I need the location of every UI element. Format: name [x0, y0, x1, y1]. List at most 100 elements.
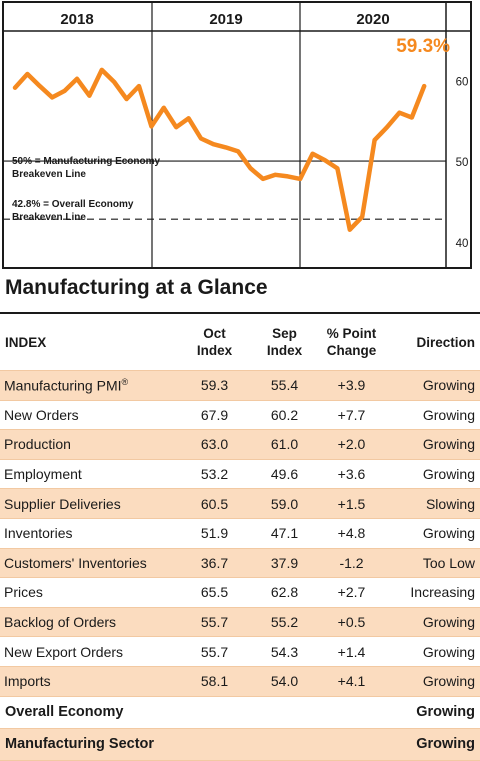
direction-value: Growing	[385, 607, 480, 637]
year-label: 2019	[209, 11, 242, 28]
reference-line-label: Breakeven Line	[12, 169, 86, 180]
summary-name: Manufacturing Sector	[0, 728, 385, 760]
point-change-value: +1.4	[318, 637, 385, 667]
index-name: Manufacturing PMI®	[0, 371, 178, 401]
point-change-value: +7.7	[318, 400, 385, 430]
oct-index-value: 36.7	[178, 548, 251, 578]
header-oct-line1: Oct	[203, 326, 226, 341]
registered-mark: ®	[122, 377, 129, 387]
index-name-text: Prices	[4, 584, 43, 600]
index-name-text: Inventories	[4, 525, 72, 541]
summary-name: Overall Economy	[0, 696, 385, 728]
index-name-text: Production	[4, 436, 71, 452]
direction-value: Too Low	[385, 548, 480, 578]
index-name: New Orders	[0, 400, 178, 430]
header-direction: Direction	[385, 313, 480, 371]
index-name: Employment	[0, 459, 178, 489]
oct-index-value: 55.7	[178, 607, 251, 637]
index-name: Imports	[0, 666, 178, 696]
sep-index-value: 62.8	[251, 578, 318, 608]
header-chg-line2: Change	[327, 343, 377, 358]
sep-index-value: 47.1	[251, 518, 318, 548]
index-name-text: Backlog of Orders	[4, 614, 116, 630]
direction-value: Growing	[385, 371, 480, 401]
point-change-value: +4.1	[318, 666, 385, 696]
summary-direction: Growing	[385, 728, 480, 760]
y-tick-label: 50	[456, 157, 469, 169]
table-header-row: INDEX Oct Index Sep Index % Point Change Di…	[0, 313, 480, 371]
direction-value: Increasing	[385, 578, 480, 608]
sep-index-value: 55.2	[251, 607, 318, 637]
index-name-text: Imports	[4, 673, 51, 689]
sep-index-value: 59.0	[251, 489, 318, 519]
index-name-text: New Export Orders	[4, 644, 123, 660]
index-name: Inventories	[0, 518, 178, 548]
header-index: INDEX	[0, 313, 178, 371]
point-change-value: +3.6	[318, 459, 385, 489]
oct-index-value: 65.5	[178, 578, 251, 608]
index-name-text: Employment	[4, 466, 82, 482]
point-change-value: +4.8	[318, 518, 385, 548]
sep-index-value: 54.0	[251, 666, 318, 696]
direction-value: Slowing	[385, 489, 480, 519]
point-change-value: +3.9	[318, 371, 385, 401]
y-tick-label: 60	[456, 76, 469, 88]
sep-index-value: 54.3	[251, 637, 318, 667]
sep-index-value: 49.6	[251, 459, 318, 489]
index-name: Production	[0, 430, 178, 460]
header-sep-index: Sep Index	[251, 313, 318, 371]
index-name-text: Manufacturing PMI	[4, 378, 122, 394]
header-point-change: % Point Change	[318, 313, 385, 371]
sep-index-value: 55.4	[251, 371, 318, 401]
direction-value: Growing	[385, 666, 480, 696]
reference-line-label: 50% = Manufacturing Economy	[12, 156, 161, 167]
direction-value: Growing	[385, 518, 480, 548]
index-name: Prices	[0, 578, 178, 608]
year-label: 2020	[356, 11, 389, 28]
summary-direction: Growing	[385, 696, 480, 728]
oct-index-value: 55.7	[178, 637, 251, 667]
latest-value-label: 59.3%	[396, 36, 450, 57]
header-sep-line1: Sep	[272, 326, 297, 341]
header-oct-line2: Index	[197, 343, 232, 358]
pmi-line-chart: 2018 2019 2020 40 50 60 50% = Manufacturing Ec…	[0, 0, 480, 270]
header-chg-line1: % Point	[327, 326, 377, 341]
year-label: 2018	[60, 11, 93, 28]
header-sep-line2: Index	[267, 343, 302, 358]
point-change-value: +2.7	[318, 578, 385, 608]
reference-line-label: 42.8% = Overall Economy	[12, 199, 134, 210]
point-change-value: +1.5	[318, 489, 385, 519]
index-name-text: New Orders	[4, 407, 79, 423]
direction-value: Growing	[385, 459, 480, 489]
index-name-text: Customers' Inventories	[4, 555, 147, 571]
index-name: Customers' Inventories	[0, 548, 178, 578]
y-tick-label: 40	[456, 238, 469, 250]
oct-index-value: 60.5	[178, 489, 251, 519]
oct-index-value: 59.3	[178, 371, 251, 401]
index-name-text: Supplier Deliveries	[4, 496, 121, 512]
oct-index-value: 51.9	[178, 518, 251, 548]
index-name: Supplier Deliveries	[0, 489, 178, 519]
oct-index-value: 63.0	[178, 430, 251, 460]
sep-index-value: 37.9	[251, 548, 318, 578]
oct-index-value: 53.2	[178, 459, 251, 489]
indices-table: INDEX Oct Index Sep Index % Point Change Di…	[0, 312, 480, 761]
reference-line-label: Breakeven Line	[12, 212, 86, 223]
sep-index-value: 60.2	[251, 400, 318, 430]
point-change-value: +2.0	[318, 430, 385, 460]
index-name: New Export Orders	[0, 637, 178, 667]
direction-value: Growing	[385, 637, 480, 667]
oct-index-value: 58.1	[178, 666, 251, 696]
